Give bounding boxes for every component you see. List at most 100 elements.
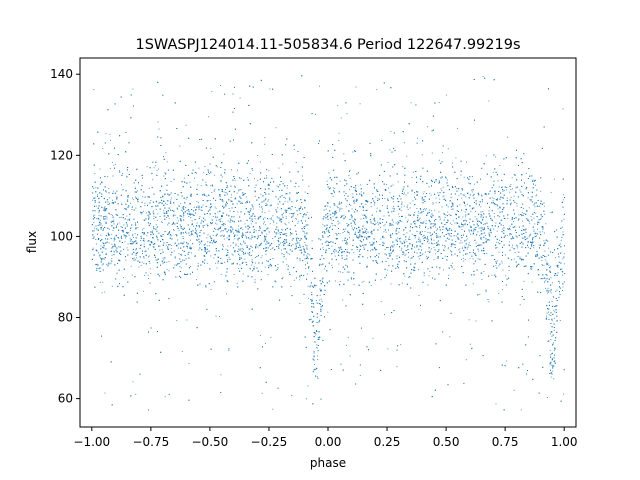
data-point xyxy=(511,188,513,190)
data-point xyxy=(459,248,461,250)
data-point xyxy=(283,248,285,250)
data-point xyxy=(440,188,442,190)
data-point xyxy=(464,205,466,207)
data-point xyxy=(330,219,332,221)
data-point xyxy=(549,349,551,351)
data-point xyxy=(521,174,523,176)
data-point xyxy=(101,292,103,294)
data-point xyxy=(519,189,521,191)
data-point xyxy=(510,204,511,206)
data-point xyxy=(262,201,264,203)
data-point xyxy=(289,234,291,236)
data-point xyxy=(103,208,105,210)
data-point xyxy=(305,244,306,246)
data-point xyxy=(371,249,373,250)
data-point xyxy=(108,204,110,206)
data-point xyxy=(163,259,165,261)
data-point xyxy=(549,290,551,292)
data-point xyxy=(254,218,256,220)
data-point xyxy=(229,210,231,212)
data-point xyxy=(277,207,279,209)
data-point xyxy=(550,376,552,378)
data-point xyxy=(135,393,137,395)
data-point xyxy=(461,259,463,260)
data-point xyxy=(219,316,220,318)
data-point xyxy=(244,223,246,225)
data-point xyxy=(126,199,128,201)
data-point xyxy=(155,259,157,261)
data-point xyxy=(115,213,117,215)
data-point xyxy=(451,208,453,210)
data-point xyxy=(465,359,467,361)
data-point xyxy=(144,205,146,207)
data-point xyxy=(229,218,231,220)
data-point xyxy=(304,242,306,243)
data-point xyxy=(379,244,381,245)
data-point xyxy=(227,187,229,189)
data-point xyxy=(350,277,352,278)
data-point xyxy=(508,241,510,243)
data-point xyxy=(554,311,556,313)
data-point xyxy=(399,240,401,242)
data-point xyxy=(279,237,281,239)
data-point xyxy=(425,255,427,257)
data-point xyxy=(223,238,225,240)
data-point xyxy=(553,349,555,351)
data-point xyxy=(418,258,420,260)
data-point xyxy=(485,155,487,157)
data-point xyxy=(180,227,182,229)
data-point xyxy=(519,256,521,258)
data-point xyxy=(173,214,175,216)
data-point xyxy=(157,213,159,215)
data-point xyxy=(414,223,416,225)
data-point xyxy=(133,257,135,259)
data-point xyxy=(361,281,363,283)
data-point xyxy=(550,339,552,340)
data-point xyxy=(451,223,453,225)
data-point xyxy=(278,167,280,169)
data-point xyxy=(343,218,345,220)
data-point xyxy=(152,230,154,232)
data-point xyxy=(127,243,129,245)
data-point xyxy=(326,180,328,182)
data-point xyxy=(238,230,240,232)
data-point xyxy=(108,242,110,244)
data-point xyxy=(346,223,348,224)
data-point xyxy=(159,216,161,217)
data-point xyxy=(257,180,259,182)
data-point xyxy=(353,252,355,254)
data-point xyxy=(174,214,176,216)
data-point xyxy=(372,242,374,244)
data-point xyxy=(435,202,437,204)
data-point xyxy=(380,279,382,281)
data-point xyxy=(117,215,119,217)
data-point xyxy=(392,184,394,186)
data-point xyxy=(284,201,286,203)
data-point xyxy=(283,244,285,246)
data-point xyxy=(545,259,547,261)
data-point xyxy=(112,217,114,219)
data-point xyxy=(108,234,110,236)
data-point xyxy=(317,359,319,360)
data-point xyxy=(224,261,226,263)
data-point xyxy=(492,171,494,173)
data-point xyxy=(308,185,310,187)
data-point xyxy=(348,175,350,176)
data-point xyxy=(169,244,171,246)
data-point xyxy=(244,258,246,260)
data-point xyxy=(279,220,281,222)
data-point xyxy=(270,218,272,220)
data-point xyxy=(102,148,104,149)
data-point xyxy=(246,245,248,246)
data-point xyxy=(463,176,465,178)
data-point xyxy=(543,240,545,242)
data-point xyxy=(482,76,484,77)
data-point xyxy=(501,187,502,188)
data-point xyxy=(405,194,407,196)
data-point xyxy=(348,232,350,233)
data-point xyxy=(531,281,533,283)
data-point xyxy=(465,196,467,198)
data-point xyxy=(349,355,351,357)
data-point xyxy=(243,240,245,242)
data-point xyxy=(338,139,340,141)
